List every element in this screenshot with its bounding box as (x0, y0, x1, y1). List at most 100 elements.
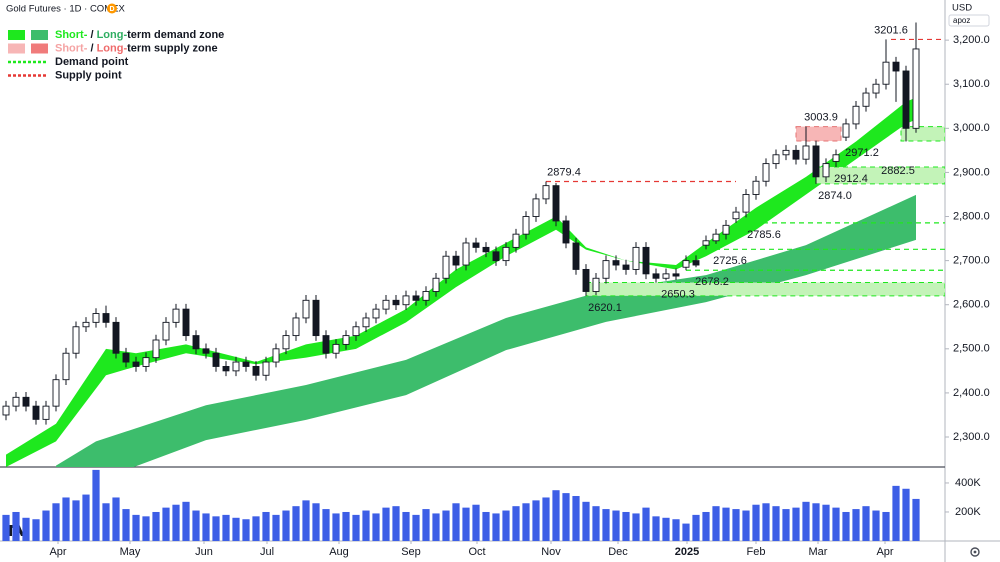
candle-body (882, 61, 890, 85)
volume-bar (92, 469, 100, 541)
volume-bar (12, 511, 20, 541)
y-tick-label: 2,900.0 (953, 166, 990, 178)
y-tick-label: 3,100.0 (953, 78, 990, 90)
candle-body (422, 291, 430, 301)
volume-bar (462, 507, 470, 541)
settings-icon[interactable] (970, 547, 980, 557)
legend-text: / (87, 42, 96, 54)
candle-body (252, 366, 260, 376)
volume-bar (292, 506, 300, 541)
legend-text: Short- (55, 42, 88, 54)
candle-body (472, 242, 480, 248)
volume-pane (2, 469, 920, 541)
legend-entry: Demand point (55, 56, 129, 68)
candle-body (712, 233, 720, 242)
volume-bar (202, 513, 210, 541)
volume-bar (272, 514, 280, 541)
zone-band (6, 97, 916, 467)
level-label: 3201.6 (874, 24, 908, 36)
legend-swatch (8, 43, 25, 54)
settings-icon-center[interactable] (973, 550, 977, 554)
candle-body (482, 246, 490, 253)
scale-note[interactable]: apoz (953, 16, 970, 25)
volume-bar (142, 516, 150, 541)
level-label: 2650.3 (661, 288, 695, 300)
candle-body (392, 299, 400, 306)
legend-text: Long- (97, 42, 128, 54)
candle-body (572, 242, 580, 270)
candle-body (872, 83, 880, 94)
y-tick-label: 3,200.0 (953, 34, 990, 46)
x-tick-label: 2025 (675, 546, 699, 558)
candle-body (262, 361, 270, 376)
level-label: 2882.5 (881, 165, 915, 177)
legend-text: Demand point (55, 56, 129, 68)
x-tick-label: Nov (541, 546, 561, 558)
candle-body (542, 185, 550, 200)
volume-bar (542, 497, 550, 541)
volume-bar (192, 510, 200, 541)
volume-bar (122, 509, 130, 541)
candle-body (312, 299, 320, 337)
volume-bar (532, 500, 540, 541)
volume-bar (642, 507, 650, 541)
candle-body (792, 149, 800, 160)
candle-body (492, 251, 500, 262)
volume-bar (612, 510, 620, 541)
x-tick-label: Sep (401, 546, 421, 558)
volume-bar (172, 504, 180, 541)
level-label: 2725.6 (713, 255, 747, 267)
volume-bar (822, 504, 830, 541)
volume-bar (792, 507, 800, 541)
volume-bar (402, 511, 410, 541)
candle-body (212, 352, 220, 367)
level-label: 2912.4 (834, 173, 868, 185)
candle-body (722, 224, 730, 235)
volume-tick-label: 200K (955, 506, 981, 518)
volume-bar (772, 506, 780, 541)
volume-bar (652, 516, 660, 541)
volume-bar (492, 513, 500, 541)
candle-body (82, 321, 90, 328)
scale-box[interactable] (948, 14, 990, 27)
volume-bar (742, 510, 750, 541)
candle-body (452, 255, 460, 266)
legend-entry: Short- / Long-term supply zone (55, 42, 218, 54)
x-tick-label: Jun (195, 546, 213, 558)
badge-text: D (109, 6, 114, 13)
candle-body (122, 352, 130, 363)
level-label: 2678.2 (695, 276, 729, 288)
chart-title: Gold Futures · 1D · COMEX (6, 4, 125, 15)
candle-body (842, 123, 850, 138)
volume-bar (712, 506, 720, 541)
volume-bar (382, 507, 390, 541)
candle-body (502, 246, 510, 262)
legend-text: Short- (55, 29, 88, 41)
candle-body (772, 154, 780, 165)
volume-bar (312, 503, 320, 541)
candle-body (242, 361, 250, 367)
volume-bar (482, 511, 490, 541)
legend-entry: Supply point (55, 69, 122, 81)
y-tick-label: 2,400.0 (953, 387, 990, 399)
x-tick-label: Oct (468, 546, 485, 558)
volume-tick-label: 400K (955, 477, 981, 489)
candle-body (192, 335, 200, 350)
candle-body (32, 405, 40, 420)
candle-body (652, 273, 660, 279)
volume-bar (342, 511, 350, 541)
zone-box (795, 126, 842, 142)
volume-bar (212, 516, 220, 541)
candle-body (52, 379, 60, 407)
y-tick-label: 2,800.0 (953, 210, 990, 222)
candle-body (732, 211, 740, 220)
candle-body (862, 92, 870, 107)
x-tick-label: Mar (809, 546, 828, 558)
volume-bar (232, 517, 240, 541)
candle-body (782, 149, 790, 156)
candle-body (12, 396, 20, 407)
volume-bar (722, 507, 730, 541)
candle-body (802, 145, 810, 160)
